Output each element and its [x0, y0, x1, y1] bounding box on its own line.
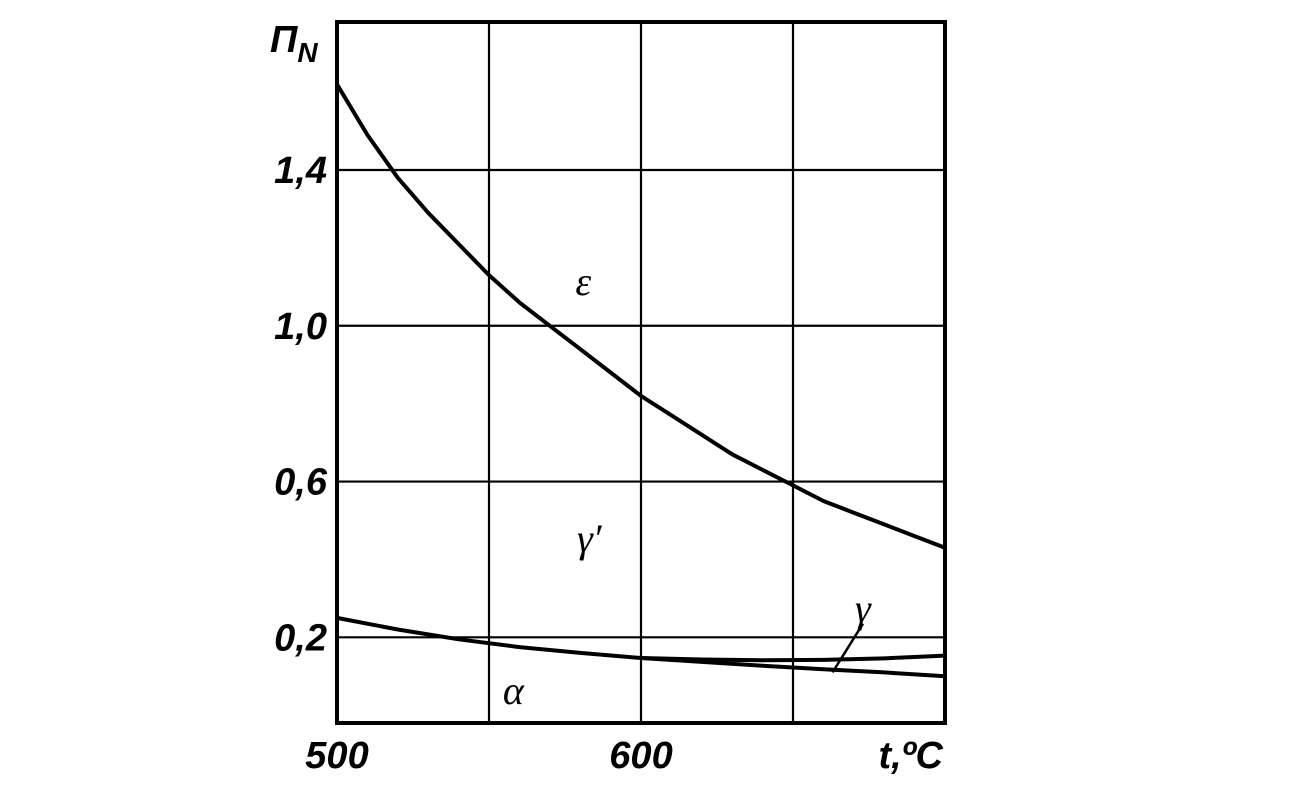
- gamma-pointer-line: [831, 623, 864, 674]
- series-line-2: [639, 653, 947, 663]
- y-axis-title: ПN: [270, 19, 318, 68]
- grid-layer: [337, 22, 945, 723]
- series-layer: [335, 82, 947, 679]
- phase-label-0: ε: [575, 259, 591, 304]
- phase-label-3: α: [503, 668, 525, 713]
- y-tick-label-1: 0,6: [274, 462, 328, 504]
- y-tick-label-3: 1,4: [274, 150, 327, 192]
- y-tick-label-2: 1,0: [274, 306, 327, 348]
- phase-label-1: γ′: [577, 516, 603, 561]
- phase-label-2: γ: [855, 586, 872, 631]
- series-line-0: [335, 82, 947, 550]
- y-axis-title-subscript: N: [297, 37, 318, 68]
- y-axis-title-main: П: [270, 19, 298, 61]
- y-tick-label-0: 0,2: [274, 617, 327, 659]
- x-axis-title: t,ºC: [878, 735, 943, 777]
- x-tick-label-1: 600: [609, 735, 672, 777]
- tick-label-layer: 0,2 0,6 1,0 1,4 500 600: [274, 150, 673, 777]
- annotation-layer: ε γ′ γ α: [503, 259, 872, 713]
- plot-frame: [335, 20, 947, 725]
- x-tick-label-0: 500: [305, 735, 368, 777]
